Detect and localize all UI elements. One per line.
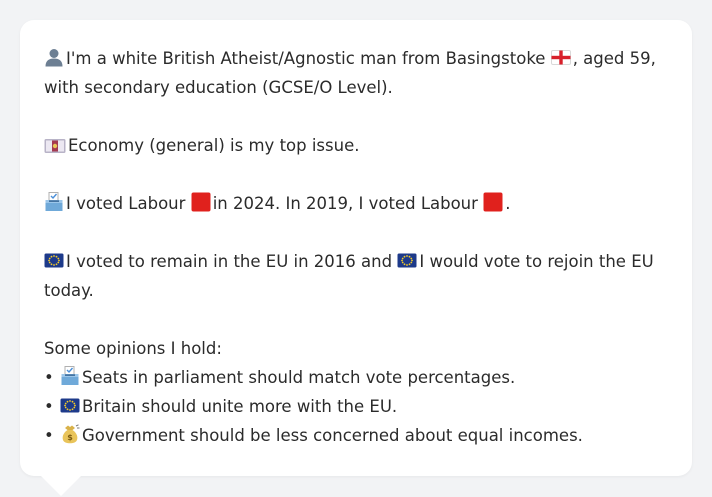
bullet: • [44, 397, 54, 416]
profile-card: I'm a white British Atheist/Agnostic man… [20, 20, 692, 476]
opinion-text: Government should be less concerned abou… [82, 426, 583, 445]
vote-2024-text: I voted Labour [66, 194, 186, 213]
opinion-item: • Seats in parliament should match vote … [44, 363, 668, 392]
eu-rejoin-text: I would vote to rejoin the EU [419, 252, 654, 271]
england-flag-icon [550, 50, 571, 67]
vote-2019-text: in 2024. In 2019, I voted Labour [212, 194, 478, 213]
banknote-icon [44, 138, 66, 154]
vote-end-text: . [505, 194, 511, 213]
person-silhouette-icon [44, 47, 64, 67]
eu-today-text: today. [44, 281, 94, 300]
opinion-text: Britain should unite more with the EU. [82, 397, 398, 416]
profile-line-votes: I voted Labour in 2024. In 2019, I voted… [44, 189, 668, 218]
opinion-item: • Britain should unite more with the EU. [44, 392, 668, 421]
ballot-box-icon [44, 192, 64, 212]
ballot-box-icon [60, 366, 80, 386]
labour-red-square-icon-2019 [483, 192, 503, 212]
bullet: • [44, 426, 54, 445]
opinion-text: Seats in parliament should match vote pe… [82, 368, 516, 387]
eu-flag-icon [60, 398, 80, 415]
education-text: with secondary education (GCSE/O Level). [44, 78, 393, 97]
eu-flag-icon-rejoin [397, 253, 417, 270]
speech-bubble-tail [40, 475, 82, 496]
identity-text: I'm a white British Atheist/Agnostic man… [66, 49, 546, 68]
svg-text:$: $ [67, 433, 73, 442]
top-issue-text: Economy (general) is my top issue. [68, 136, 360, 155]
profile-line-identity: I'm a white British Atheist/Agnostic man… [44, 44, 668, 73]
profile-line-issue: Economy (general) is my top issue. [44, 131, 668, 160]
eu-flag-icon [44, 253, 64, 270]
money-bag-icon: $ [60, 424, 80, 444]
bullet: • [44, 368, 54, 387]
labour-red-square-icon [191, 192, 211, 212]
profile-line-eu: I voted to remain in the EU in 2016 and … [44, 247, 668, 276]
eu-2016-text: I voted to remain in the EU in 2016 and [66, 252, 393, 271]
opinion-item: • $ Government should be less concerned … [44, 421, 668, 450]
age-text: , aged 59, [572, 49, 656, 68]
opinions-heading: Some opinions I hold: [44, 339, 222, 358]
